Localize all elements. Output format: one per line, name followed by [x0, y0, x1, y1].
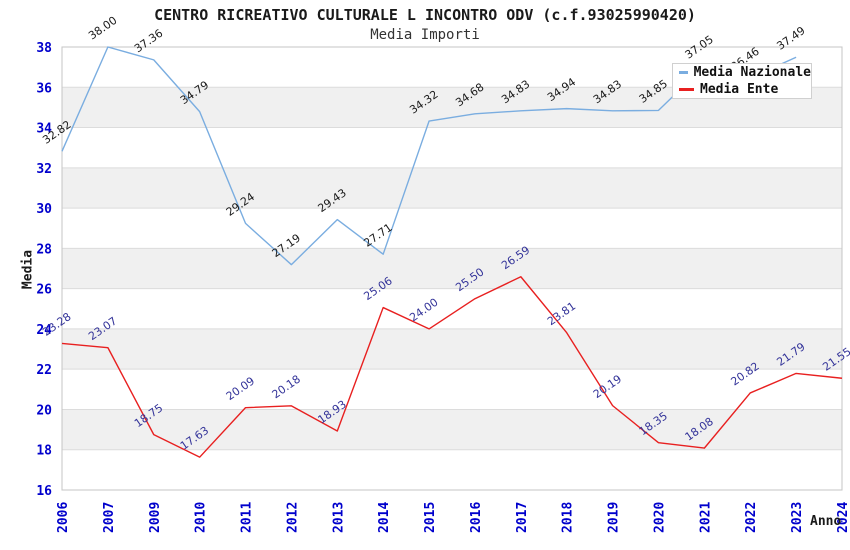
- data-label: 37.49: [774, 24, 807, 53]
- x-tick-label: 2013: [331, 502, 346, 533]
- alt-bands: [62, 87, 842, 450]
- x-tick-label: 2009: [148, 502, 163, 533]
- chart-title: CENTRO RICREATIVO CULTURALE L INCONTRO O…: [154, 6, 696, 24]
- x-tick-label: 2023: [790, 502, 805, 533]
- y-tick-label: 38: [36, 41, 52, 56]
- x-tick-label: 2010: [194, 502, 209, 533]
- x-tick-label: 2011: [240, 502, 255, 533]
- y-tick-label: 36: [36, 81, 52, 96]
- legend-item-media-nazionale: Media Nazionale: [679, 65, 811, 80]
- x-tick-label: 2018: [561, 502, 576, 533]
- data-label: 37.36: [132, 27, 165, 56]
- x-tick-label: 2020: [652, 502, 667, 533]
- x-tick-label: 2017: [515, 502, 530, 533]
- y-tick-label: 20: [36, 403, 52, 418]
- legend-label: Media Ente: [700, 82, 779, 97]
- x-tick-label: 2007: [102, 502, 117, 533]
- media-nazionale-swatch-icon: [679, 71, 688, 74]
- y-tick-label: 26: [36, 283, 52, 298]
- y-tick-label: 22: [36, 363, 52, 378]
- x-tick-label: 2024: [836, 502, 850, 533]
- legend-label: Media Nazionale: [693, 65, 811, 80]
- legend-item-media-ente: Media Ente: [679, 82, 811, 97]
- x-tick-label: 2006: [56, 502, 71, 533]
- y-tick-label: 32: [36, 162, 52, 177]
- y-tick-labels: 16 18 20 22 24 26 28 30 32 34 36 38: [36, 41, 52, 499]
- series-media-ente-line: [61, 276, 843, 458]
- x-tick-label: 2014: [377, 502, 392, 533]
- x-axis-title: Anno: [810, 514, 842, 529]
- y-tick-label: 24: [36, 323, 52, 338]
- y-tick-label: 28: [36, 242, 52, 257]
- y-tick-label: 18: [36, 444, 52, 459]
- data-label: 38.00: [86, 14, 119, 43]
- x-tick-label: 2019: [607, 502, 622, 533]
- plot-border: [61, 46, 843, 491]
- chart-subtitle: Media Importi: [370, 27, 480, 43]
- x-tick-label: 2016: [469, 502, 484, 533]
- x-tick-label: 2012: [285, 502, 300, 533]
- data-label: 20.09: [224, 374, 257, 403]
- x-tick-label: 2021: [698, 502, 713, 533]
- data-label: 24.00: [407, 296, 440, 325]
- y-tick-label: 30: [36, 202, 52, 217]
- legend: Media Nazionale Media Ente: [672, 63, 812, 99]
- data-label: 23.81: [545, 299, 578, 328]
- y-axis-title: Media: [20, 249, 36, 290]
- y-tick-label: 16: [36, 484, 52, 499]
- x-tick-label: 2022: [744, 502, 759, 533]
- data-label: 20.18: [270, 373, 303, 402]
- media-ente-swatch-icon: [679, 88, 694, 91]
- x-tick-label: 2015: [423, 502, 438, 533]
- y-tick-label: 34: [36, 122, 52, 137]
- x-tick-labels: 2006 2007 2009 2010 2011 2012 2013 2014 2015 2016…: [56, 502, 850, 533]
